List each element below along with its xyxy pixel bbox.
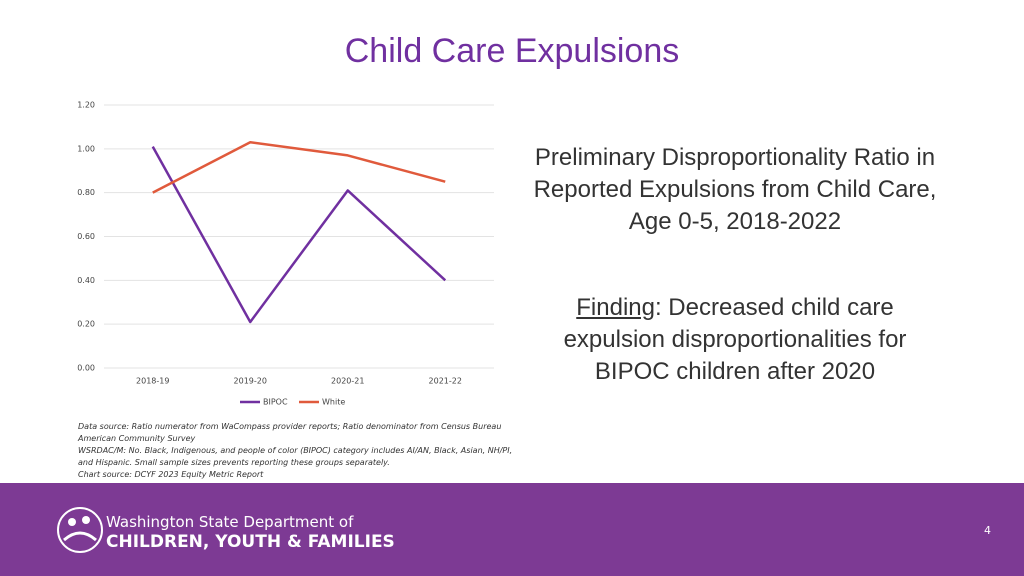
finding-text: : Decreased child care expulsion disprop…	[563, 294, 907, 385]
y-tick-label: 0.00	[77, 364, 95, 373]
notes: Data source: Ratio numerator from WaComp…	[78, 421, 512, 481]
page-number: 4	[984, 524, 991, 537]
org-line: CHILDREN, YOUTH & FAMILIES	[106, 532, 395, 552]
note-line: Data source: Ratio numerator from WaComp…	[78, 422, 502, 431]
org-line: Washington State Department of	[106, 513, 354, 531]
legend-label: White	[322, 398, 345, 407]
note-line: Chart source: DCYF 2023 Equity Metric Re…	[78, 470, 264, 479]
y-tick-label: 0.60	[77, 232, 95, 241]
slide-title: Child Care Expulsions	[344, 32, 680, 70]
y-tick-label: 0.20	[77, 320, 95, 329]
finding-label: Finding	[576, 294, 655, 321]
description: Preliminary Disproportionality Ratio in …	[533, 144, 937, 235]
x-tick-label: 2020-21	[331, 377, 364, 386]
y-tick-label: 1.20	[77, 101, 95, 110]
x-tick-label: 2019-20	[234, 377, 267, 386]
logo	[57, 507, 103, 553]
series-line	[151, 146, 447, 324]
y-tick-label: 1.00	[77, 144, 95, 153]
legend-label: BIPOC	[263, 398, 288, 407]
y-tick-label: 0.80	[77, 188, 95, 197]
note-line: WSRDAC/M: No. Black, Indigenous, and peo…	[78, 446, 513, 455]
y-tick-label: 0.40	[77, 276, 95, 285]
x-tick-label: 2018-19	[136, 377, 169, 386]
chart: 0.00 0.20 0.40 0.60 0.80 1.00 1.20 2018-19 2019-…	[77, 101, 494, 407]
footer-band	[0, 483, 1024, 576]
x-tick-label: 2021-22	[429, 377, 462, 386]
note-line: and Hispanic. Small sample sizes prevent…	[78, 458, 390, 467]
series-line	[152, 141, 446, 194]
finding: Finding: Decreased child care expulsion …	[525, 292, 945, 388]
note-line: American Community Survey	[78, 434, 196, 443]
